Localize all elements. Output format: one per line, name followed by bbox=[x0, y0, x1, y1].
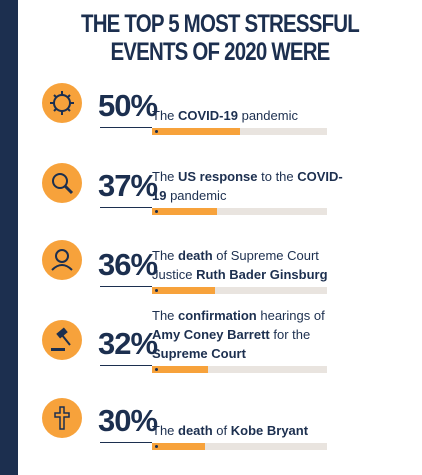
number-rule bbox=[100, 286, 152, 287]
value-label: 36% bbox=[98, 247, 158, 282]
bar-track bbox=[152, 443, 327, 450]
event-description: The death of Kobe Bryant bbox=[152, 421, 352, 440]
description-part: The bbox=[152, 248, 179, 263]
bar-track bbox=[152, 128, 327, 135]
event-description: The death of Supreme Court Justice Ruth … bbox=[152, 246, 352, 284]
description-part: The bbox=[152, 423, 179, 438]
description-part: death bbox=[178, 248, 213, 263]
title-line: THE TOP 5 MOST STRESSFUL bbox=[80, 10, 360, 38]
bar-track bbox=[152, 366, 327, 373]
description-part: pandemic bbox=[166, 188, 227, 203]
event-description: The COVID-19 pandemic bbox=[152, 106, 352, 125]
description-part: pandemic bbox=[237, 108, 298, 123]
bar-dot bbox=[155, 130, 158, 133]
number-rule bbox=[100, 207, 152, 208]
description-part: Amy Coney Barrett bbox=[152, 327, 270, 342]
event-description: The US response to the COVID-19 pandemic bbox=[152, 167, 352, 205]
bar-dot bbox=[155, 368, 158, 371]
bar-dot bbox=[155, 289, 158, 292]
number-rule bbox=[100, 127, 152, 128]
description-part: The bbox=[152, 308, 179, 323]
title-line: EVENTS OF 2020 WERE bbox=[110, 38, 330, 66]
description-part: of Supreme Court Justice bbox=[152, 248, 319, 282]
search-icon bbox=[42, 163, 82, 203]
value-label: 32% bbox=[98, 326, 158, 361]
description-part: death bbox=[178, 423, 213, 438]
bar-dot bbox=[155, 445, 158, 448]
bar-dot bbox=[155, 210, 158, 213]
value-label: 30% bbox=[98, 403, 158, 438]
description-part: Ruth Bader Ginsburg bbox=[196, 267, 328, 282]
number-rule bbox=[100, 442, 152, 443]
description-part: confirmation bbox=[178, 308, 257, 323]
description-part: to the bbox=[257, 169, 298, 184]
cross-icon bbox=[42, 398, 82, 438]
person-icon bbox=[42, 240, 82, 280]
description-part: The bbox=[152, 108, 179, 123]
gavel-icon bbox=[42, 320, 82, 360]
bar bbox=[152, 366, 208, 373]
number-rule bbox=[100, 365, 152, 366]
value-label: 37% bbox=[98, 168, 158, 203]
value-label: 50% bbox=[98, 88, 158, 123]
description-part: Kobe Bryant bbox=[230, 423, 309, 438]
bar bbox=[152, 287, 215, 294]
bar bbox=[152, 443, 205, 450]
virus-icon bbox=[42, 83, 82, 123]
event-description: The confirmation hearings of Amy Coney B… bbox=[152, 306, 352, 363]
description-part: hearings of bbox=[256, 308, 325, 323]
bar bbox=[152, 128, 240, 135]
side-stripe bbox=[0, 0, 18, 475]
description-part: of bbox=[212, 423, 231, 438]
description-part: US response bbox=[178, 169, 258, 184]
description-part: COVID-19 bbox=[152, 169, 343, 203]
description-part: COVID-19 bbox=[178, 108, 238, 123]
description-part: Supreme Court bbox=[152, 346, 246, 361]
bar bbox=[152, 208, 217, 215]
bar-track bbox=[152, 208, 327, 215]
description-part: for the bbox=[269, 327, 311, 342]
bar-track bbox=[152, 287, 327, 294]
description-part: The bbox=[152, 169, 179, 184]
